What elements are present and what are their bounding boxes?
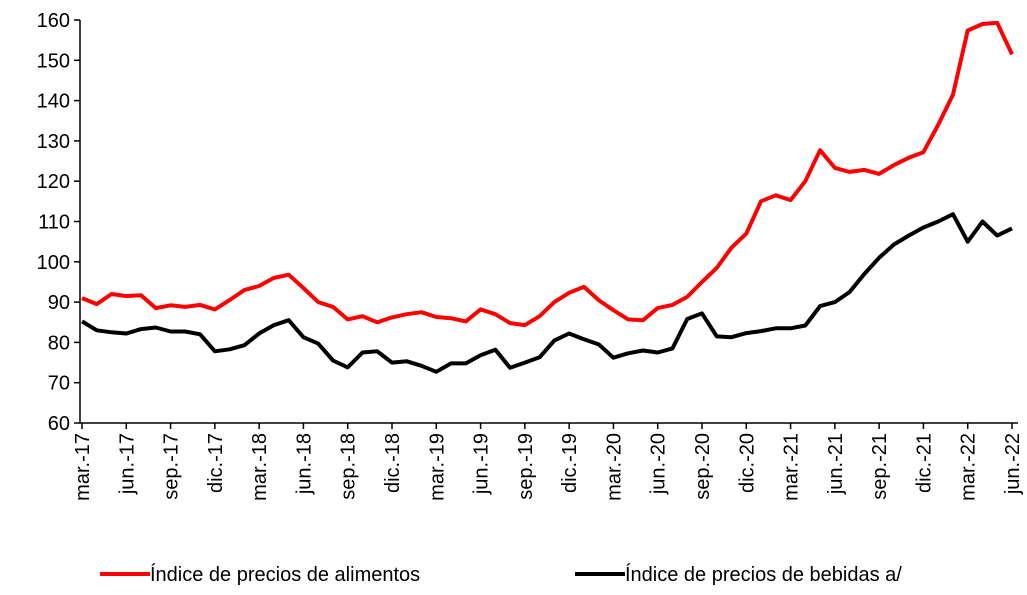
y-tick-label: 120 [37,171,70,193]
series-line [80,212,1013,374]
x-tick-label: mar.-17 [72,433,94,501]
x-tick-label: jun.-21 [825,433,847,495]
x-tick-label: sep.-21 [869,433,891,500]
x-tick-label: mar.-20 [603,433,625,501]
x-tick-label: sep.-19 [515,433,537,500]
x-tick-label: mar.-19 [426,433,448,501]
y-tick-label: 140 [37,91,70,113]
y-tick-label: 110 [38,212,70,234]
y-tick-label: 160 [37,10,70,32]
x-tick-label: sep.-17 [161,433,183,500]
y-tick-label: 100 [37,252,70,274]
x-tick-label: mar.-22 [958,433,980,501]
x-tick-label: dic.-18 [382,433,404,493]
y-tick-label: 60 [48,413,70,435]
x-tick-label: jun.-20 [648,433,670,495]
y-tick-label: 150 [37,50,70,72]
y-tick-label: 130 [37,131,70,153]
legend-label: Índice de precios de alimentos [150,563,420,586]
x-tick-label: dic.-19 [559,433,581,493]
x-tick-label: sep.-20 [692,433,714,500]
y-tick-label: 80 [48,332,70,354]
x-tick-label: jun.-19 [471,433,493,495]
y-tick-label: 90 [48,292,70,314]
x-tick-label: dic.-20 [736,433,758,493]
x-tick-label: jun.-18 [293,433,315,495]
x-tick-label: mar.-18 [249,433,271,501]
x-tick-label: dic.-21 [913,433,935,493]
x-tick-label: mar.-21 [781,433,803,501]
x-tick-label: dic.-17 [205,433,227,493]
y-tick-label: 70 [48,373,70,395]
x-tick-label: sep.-18 [338,433,360,500]
x-tick-label: jun.-17 [116,433,138,495]
x-tick-label: jun.-22 [1002,433,1024,495]
series-line [81,20,1014,328]
legend-label: Índice de precios de bebidas a/ [625,563,902,586]
